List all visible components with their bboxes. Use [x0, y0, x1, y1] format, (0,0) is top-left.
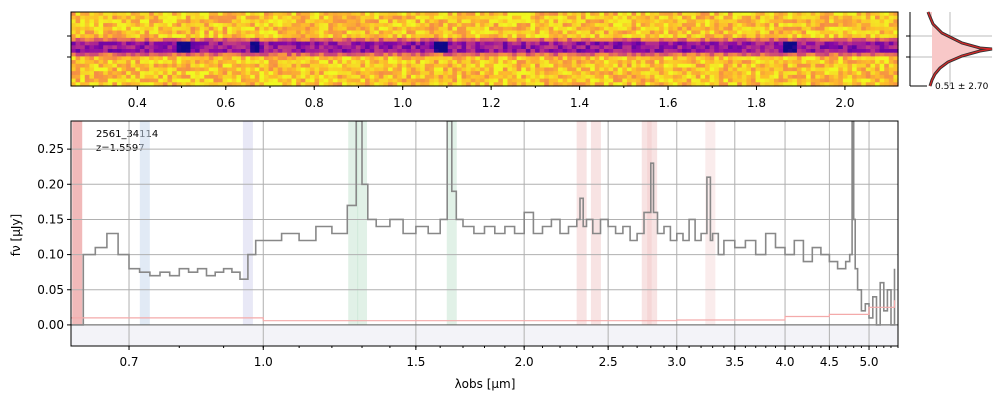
object-id-label: 2561_34114	[96, 129, 158, 140]
y-tick-label: 0.05	[37, 283, 64, 297]
profile-model-line	[927, 11, 993, 87]
heatmap-xtick-label: 1.0	[393, 96, 412, 110]
heatmap-xtick-label: 0.6	[216, 96, 235, 110]
heatmap-xtick-label: 1.6	[658, 96, 677, 110]
heatmap-cells	[71, 12, 899, 87]
line-marker-band	[139, 121, 150, 346]
line-marker-band	[641, 121, 652, 346]
redshift-label: z=1.5597	[96, 143, 145, 154]
spatial-profile-panel: 0.51 ± 2.70	[906, 11, 993, 92]
x-tick-label: 1.5	[406, 355, 425, 369]
x-tick-label: 2.0	[515, 355, 534, 369]
plot-frame	[70, 120, 899, 347]
y-tick-label: 0.20	[37, 177, 64, 191]
line-marker-band	[348, 121, 359, 346]
profile-annotation: 0.51 ± 2.70	[935, 82, 989, 92]
y-tick-label: 0.25	[37, 142, 64, 156]
y-tick-label: 0.10	[37, 248, 64, 262]
x-tick-label: 3.0	[667, 355, 686, 369]
heatmap-xtick-label: 1.4	[570, 96, 589, 110]
y-tick-label: 0.00	[37, 318, 64, 332]
heatmap-xtick-label: 0.8	[305, 96, 324, 110]
below-zero-shade	[71, 324, 898, 346]
flux-series-line	[71, 121, 896, 326]
heatmap-xtick-label: 2.0	[835, 96, 854, 110]
profile-model-fill	[928, 12, 992, 86]
line-marker-band	[576, 121, 587, 346]
x-axis-label: λobs [μm]	[455, 377, 516, 391]
line-marker-band	[72, 121, 83, 346]
x-tick-label: 4.0	[775, 355, 794, 369]
heatmap-frame	[70, 11, 899, 87]
2d-spectrum-panel: 0.4 0.6 0.8 1.0 1.2 1.4 1.6 1.8 2.0	[67, 11, 899, 110]
heatmap-xtick-label: 0.4	[128, 96, 147, 110]
y-tick-label: 0.15	[37, 212, 64, 226]
x-tick-label: 0.7	[119, 355, 138, 369]
heatmap-xtick-label: 1.8	[747, 96, 766, 110]
1d-spectrum-panel: 2561_34114 z=1.5597 0.7 1.0 1.5 2.0 2.5 3.0 3.…	[37, 120, 899, 369]
line-marker-band	[357, 121, 368, 346]
line-marker-band	[647, 121, 658, 346]
x-tick-label: 5.0	[859, 355, 878, 369]
x-tick-label: 4.5	[820, 355, 839, 369]
error-series-line	[71, 300, 896, 322]
line-marker-band	[446, 121, 457, 346]
y-axis-label: fν [μJy]	[9, 214, 23, 256]
heatmap-xtick-label: 1.2	[482, 96, 501, 110]
x-tick-label: 3.5	[725, 355, 744, 369]
line-marker-band	[242, 121, 253, 346]
x-tick-label: 2.5	[599, 355, 618, 369]
x-tick-label: 1.0	[254, 355, 273, 369]
